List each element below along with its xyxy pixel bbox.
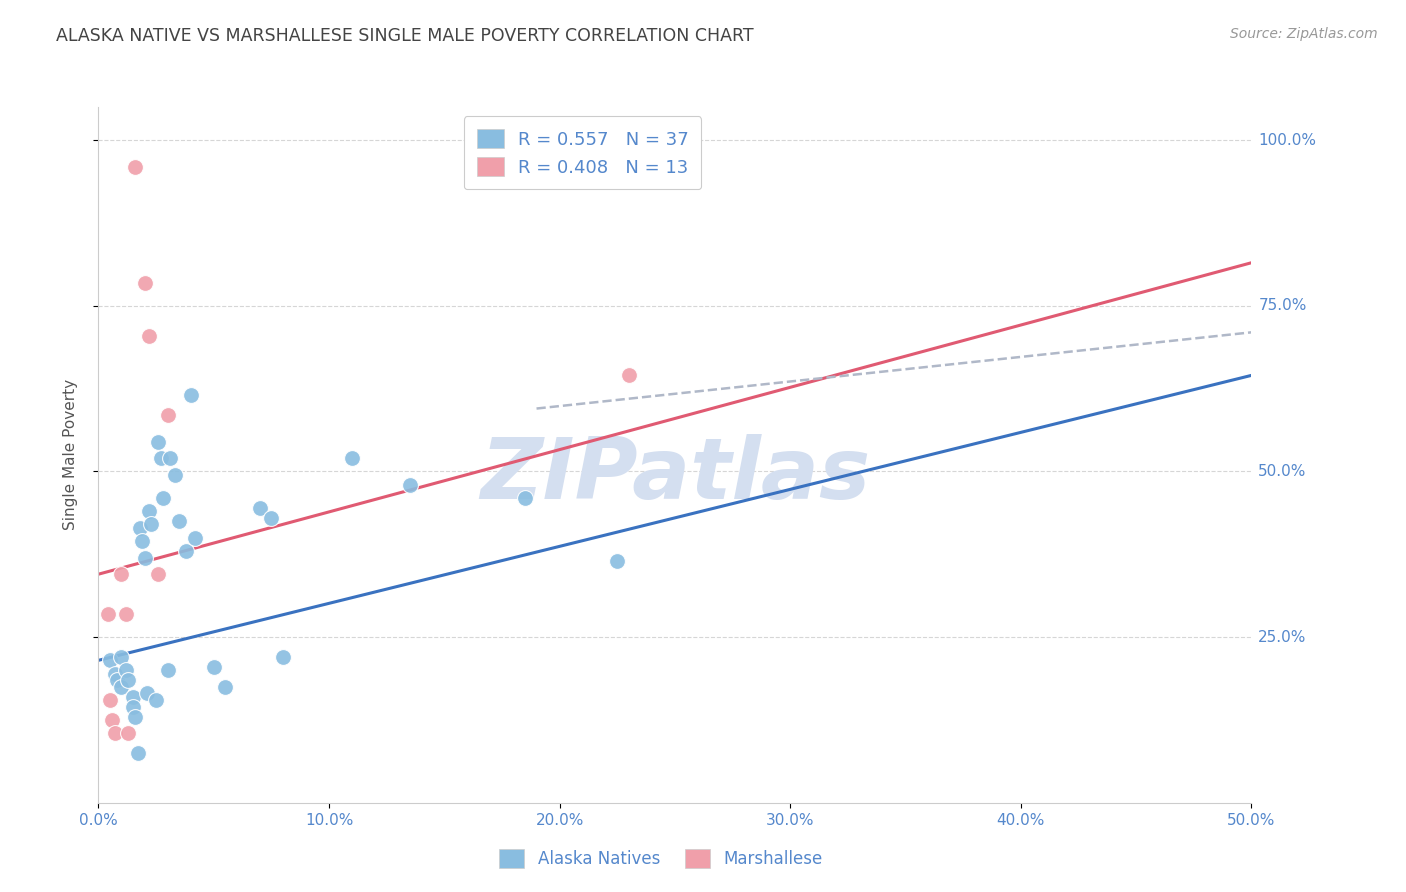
Point [398,477,420,491]
Point [260,511,283,525]
Point [135,686,157,700]
Point [131,534,153,549]
Point [117,726,139,740]
Point [159,451,181,466]
Point [141,517,163,532]
Point [110,567,132,582]
Point [134,550,156,565]
Point [606,554,628,568]
Point [180,388,202,402]
Point [110,650,132,665]
Text: Source: ZipAtlas.com: Source: ZipAtlas.com [1230,27,1378,41]
Point [98,693,121,707]
Point [174,544,197,558]
Point [513,491,536,505]
Legend: R = 0.557   N = 37, R = 0.408   N = 13: R = 0.557 N = 37, R = 0.408 N = 13 [464,116,702,189]
Point [167,514,190,528]
Point [202,660,225,674]
Point [97,607,120,621]
Text: ZIPatlas: ZIPatlas [479,434,870,517]
Point [124,709,146,723]
Point [134,276,156,290]
Point [101,713,124,727]
Point [163,467,186,482]
Point [129,521,152,535]
Point [184,531,207,545]
Text: 50.0%: 50.0% [1258,464,1306,479]
Point [340,451,363,466]
Point [138,328,160,343]
Point [214,680,236,694]
Legend: Alaska Natives, Marshallese: Alaska Natives, Marshallese [492,843,830,875]
Text: 100.0%: 100.0% [1258,133,1316,148]
Text: 75.0%: 75.0% [1258,298,1306,313]
Point [105,673,128,688]
Point [156,408,179,422]
Point [127,746,149,760]
Point [145,693,167,707]
Y-axis label: Single Male Poverty: Single Male Poverty [63,379,77,531]
Point [115,607,138,621]
Point [249,500,271,515]
Point [148,434,170,449]
Point [148,567,170,582]
Point [117,673,139,688]
Text: 25.0%: 25.0% [1258,630,1306,645]
Point [110,680,132,694]
Point [103,666,125,681]
Point [124,160,146,174]
Point [115,663,138,677]
Point [271,650,294,665]
Point [156,663,179,677]
Point [138,504,160,518]
Text: ALASKA NATIVE VS MARSHALLESE SINGLE MALE POVERTY CORRELATION CHART: ALASKA NATIVE VS MARSHALLESE SINGLE MALE… [56,27,754,45]
Point [152,491,174,505]
Point [122,699,145,714]
Point [103,726,125,740]
Point [617,368,640,383]
Point [98,653,121,667]
Point [149,451,172,466]
Point [122,690,145,704]
